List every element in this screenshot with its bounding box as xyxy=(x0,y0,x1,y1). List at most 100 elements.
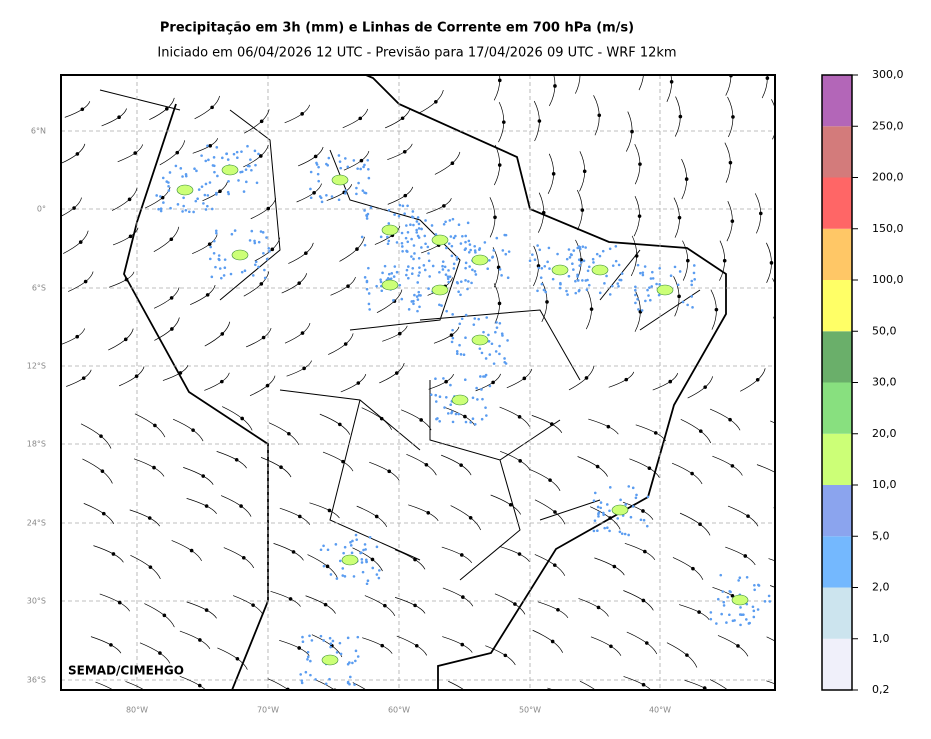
rain-dot xyxy=(341,574,345,577)
rain-dot xyxy=(218,258,221,262)
stream-arrow xyxy=(400,116,405,121)
stream-arrow xyxy=(730,219,735,223)
stream-arrow xyxy=(491,380,495,385)
rain-dot xyxy=(348,661,351,664)
streamline xyxy=(361,407,393,430)
rain-dot xyxy=(253,263,257,267)
rain-dot xyxy=(584,279,588,282)
rain-dot xyxy=(651,270,654,274)
rain-dot xyxy=(263,276,267,280)
rain-dot xyxy=(592,499,596,503)
colorbar-swatch xyxy=(822,280,852,332)
stream-arrow xyxy=(785,647,789,651)
stream-arrow xyxy=(359,158,364,163)
rain-dot xyxy=(763,600,767,603)
streamline xyxy=(666,642,698,668)
rain-dot xyxy=(174,164,178,168)
streamline xyxy=(680,418,712,444)
rain-dot xyxy=(346,636,350,640)
rain-dot xyxy=(657,293,661,297)
stream-arrow xyxy=(170,327,174,331)
rain-dot xyxy=(367,266,370,270)
rain-dot xyxy=(221,156,224,160)
streamline xyxy=(108,328,134,351)
lon-label: 70°W xyxy=(257,706,279,715)
streamline xyxy=(296,183,322,203)
rain-dot xyxy=(641,271,645,274)
stream-arrow xyxy=(111,552,116,556)
rain-dot xyxy=(386,242,390,246)
rain-dot xyxy=(593,491,597,495)
rain-dot xyxy=(343,545,347,549)
stream-arrow xyxy=(210,105,214,110)
rain-dot xyxy=(412,244,416,247)
streamline xyxy=(288,242,314,264)
rain-dot xyxy=(442,377,445,380)
rain-dot xyxy=(538,248,542,252)
streamline xyxy=(204,321,231,347)
stream-arrow xyxy=(778,160,782,164)
stream-arrow xyxy=(690,471,694,476)
stream-arrow xyxy=(109,643,113,647)
stream-arrow xyxy=(722,258,727,263)
coastline xyxy=(123,75,727,690)
streamline xyxy=(679,512,711,536)
streamline xyxy=(129,509,161,527)
rain-dot xyxy=(565,289,568,293)
rain-dot xyxy=(363,543,367,546)
rain-dot xyxy=(359,551,362,555)
streamline xyxy=(268,422,300,446)
rain-dot xyxy=(415,295,419,298)
streamline xyxy=(590,636,622,656)
rain-dot xyxy=(265,257,269,261)
rain-dot xyxy=(629,515,633,519)
rain-dot xyxy=(475,386,478,390)
rain-dot xyxy=(207,158,210,162)
colorbar-swatch xyxy=(822,638,852,690)
rain-dot xyxy=(614,259,618,263)
watermark: SEMAD/CIMEHGO xyxy=(68,664,184,678)
rain-dot xyxy=(445,246,448,250)
lat-label: 0° xyxy=(37,205,46,214)
rain-dot xyxy=(167,189,171,192)
rain-dot xyxy=(255,181,259,185)
rain-dot xyxy=(567,248,571,251)
rain-dot xyxy=(462,353,466,356)
rain-dot xyxy=(162,201,165,204)
streamline xyxy=(64,101,91,118)
streamline xyxy=(314,679,336,690)
rain-dot xyxy=(466,221,470,225)
rain-dot xyxy=(614,244,618,248)
rain-dot xyxy=(301,635,304,639)
rain-dot xyxy=(309,196,313,200)
streamline xyxy=(298,146,324,167)
streamline xyxy=(534,499,566,525)
rain-dot xyxy=(338,559,342,563)
rain-dot xyxy=(722,600,726,604)
rain-dot xyxy=(261,231,265,234)
rain-dot xyxy=(406,230,410,234)
rain-dot xyxy=(556,252,559,256)
rain-dot xyxy=(578,264,582,267)
rain-dot xyxy=(355,538,359,541)
rain-dot xyxy=(363,276,367,279)
rain-dot xyxy=(357,181,360,185)
lat-label: 30°S xyxy=(27,597,46,606)
rain-dot xyxy=(646,288,649,292)
rain-dot xyxy=(715,622,718,625)
rain-dot xyxy=(693,278,696,281)
stream-arrow xyxy=(728,160,733,165)
streamline xyxy=(450,505,481,531)
rain-core xyxy=(471,334,489,346)
streamline xyxy=(768,558,775,562)
rain-dot xyxy=(448,219,452,222)
rain-dot xyxy=(329,645,332,649)
rain-dot xyxy=(582,259,586,263)
streamline xyxy=(144,603,175,628)
rain-dot xyxy=(728,589,732,593)
stream-arrow xyxy=(545,300,549,304)
rain-dot xyxy=(341,567,345,570)
rain-dot xyxy=(636,263,640,267)
rain-dot xyxy=(195,169,198,173)
stream-arrow xyxy=(313,154,318,159)
